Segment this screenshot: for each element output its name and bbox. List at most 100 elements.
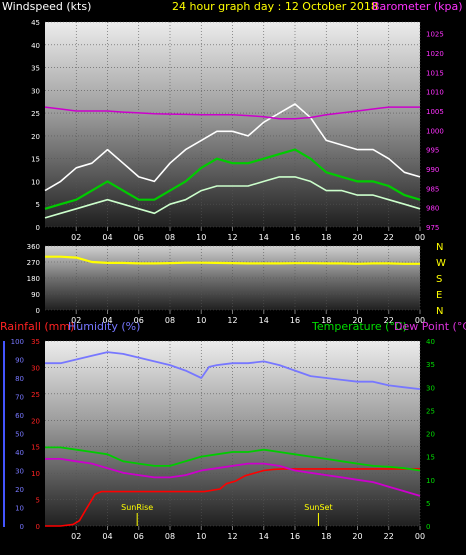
x-tick-label: 20 [352, 233, 362, 242]
series-barometer-line [44, 106, 420, 120]
x-tick-label: 12 [227, 532, 237, 541]
y-tick-label: 10 [31, 178, 40, 186]
windspeed-axis-title: Windspeed (kts) [2, 0, 91, 13]
y-tick-label: 990 [426, 166, 439, 174]
y-tick-label: 35 [426, 361, 435, 369]
x-tick-label: 06 [134, 233, 144, 242]
y-tick-label: 10 [15, 505, 24, 513]
barometer-axis-title: Barometer (kpa) [372, 0, 463, 13]
y-tick-label: 30 [31, 364, 40, 372]
series-temperature-line [45, 446, 421, 472]
y-tick-label: 1005 [426, 108, 444, 116]
series-average-line [44, 148, 421, 210]
barometer-y-ticks: 975 980 985 990 995 1000 1005 1010 1015 1020 1025 [426, 31, 444, 232]
x-tick-label: 00 [415, 532, 425, 541]
wind-y-ticks: 0 5 10 15 20 25 30 35 40 45 [31, 19, 40, 232]
temperature-series [45, 351, 421, 527]
y-tick-label: 1025 [426, 31, 444, 39]
x-tick-label: 02 [71, 233, 81, 242]
legend-temperature: Temperature (°C) [311, 320, 407, 333]
x-tick-label: 10 [196, 233, 206, 242]
x-tick-label: 16 [290, 316, 300, 325]
y-tick-label: 1020 [426, 50, 444, 58]
y-tick-label: 360 [27, 243, 40, 251]
x-tick-label: 06 [134, 532, 144, 541]
x-tick-label: 22 [384, 316, 394, 325]
y-tick-label: 40 [31, 42, 40, 50]
x-tick-label: 16 [290, 233, 300, 242]
y-tick-label: 15 [31, 156, 40, 164]
x-tick-label: 18 [321, 316, 331, 325]
series-gust-line [44, 103, 421, 192]
y-tick-label: 30 [426, 384, 435, 392]
temperature-grid [45, 340, 421, 527]
y-tick-label: 5 [36, 497, 40, 505]
x-tick-label: 14 [259, 233, 269, 242]
wind-x-ticks: 02 04 06 08 10 12 14 16 18 20 22 00 [71, 227, 425, 242]
y-tick-label: 35 [31, 338, 40, 346]
y-tick-label: 995 [426, 147, 439, 155]
x-tick-label: 22 [384, 233, 394, 242]
series-wind-direction-line [45, 255, 420, 265]
y-tick-label: 1000 [426, 127, 444, 135]
y-tick-label: 0 [36, 224, 40, 232]
y-tick-label: 1010 [426, 89, 444, 97]
annotation-sunset: SunSet [304, 503, 332, 512]
y-tick-label: 40 [15, 449, 24, 457]
y-tick-label: 50 [15, 431, 24, 439]
x-tick-label: 06 [134, 316, 144, 325]
x-tick-label: 14 [259, 532, 269, 541]
temperature-y-ticks: 0 5 10 15 20 25 30 35 40 [426, 338, 435, 531]
legend-rainfall: Rainfall (mm) [0, 320, 74, 333]
y-tick-label: 35 [31, 65, 40, 73]
compass-label-w: W [436, 258, 446, 269]
y-tick-label: 90 [15, 357, 24, 365]
direction-x-ticks: 02 04 06 08 10 12 14 16 18 20 22 00 [71, 310, 425, 325]
y-tick-label: 10 [426, 477, 435, 485]
y-tick-label: 30 [31, 87, 40, 95]
compass-label-s: S [436, 274, 442, 285]
y-tick-label: 975 [426, 224, 439, 232]
y-tick-label: 60 [15, 412, 24, 420]
x-tick-label: 08 [165, 316, 175, 325]
direction-series [45, 255, 420, 265]
y-tick-label: 20 [15, 486, 24, 494]
y-tick-label: 0 [36, 307, 40, 315]
legend-humidity: Humidity (%) [68, 320, 140, 333]
temperature-x-ticks: 02 04 06 08 10 12 14 16 18 20 22 00 [71, 526, 425, 541]
y-tick-label: 20 [426, 431, 435, 439]
x-tick-label: 02 [71, 532, 81, 541]
y-tick-label: 5 [36, 201, 40, 209]
y-tick-label: 0 [20, 523, 24, 531]
y-tick-label: 70 [15, 394, 24, 402]
y-tick-label: 270 [27, 259, 40, 267]
compass-label-n: N [436, 306, 443, 317]
chart-title: 24 hour graph day : 12 October 2018 [172, 0, 378, 13]
rainfall-y-ticks: 0 5 10 15 20 25 30 35 [31, 338, 40, 531]
series-rainfall-line [45, 468, 420, 527]
x-tick-label: 12 [227, 233, 237, 242]
y-tick-label: 45 [31, 19, 40, 27]
y-tick-label: 25 [31, 110, 40, 118]
x-tick-label: 14 [259, 316, 269, 325]
y-tick-label: 0 [426, 523, 430, 531]
x-tick-label: 20 [352, 316, 362, 325]
compass-label-n: N [436, 242, 443, 253]
sun-annotations: SunRise SunSet [121, 503, 333, 526]
compass-label-e: E [436, 290, 442, 301]
y-tick-label: 5 [426, 500, 430, 508]
y-tick-label: 90 [31, 291, 40, 299]
y-tick-label: 25 [426, 407, 435, 415]
x-tick-label: 08 [165, 532, 175, 541]
x-tick-label: 22 [384, 532, 394, 541]
wind-grid [45, 21, 421, 228]
y-tick-label: 30 [15, 468, 24, 476]
y-tick-label: 10 [31, 470, 40, 478]
humidity-y-ticks: 0 10 20 30 40 50 60 70 80 90 100 [11, 338, 24, 531]
y-tick-label: 15 [31, 444, 40, 452]
x-tick-label: 04 [102, 233, 112, 242]
